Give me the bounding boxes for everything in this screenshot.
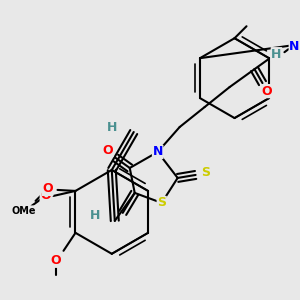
Text: N: N [289,40,300,53]
Text: O: O [42,182,53,195]
Text: H: H [106,121,117,134]
Text: OMe: OMe [11,206,36,216]
Text: O: O [261,85,272,98]
Text: H: H [90,209,100,222]
Text: O: O [50,254,61,267]
Text: H: H [271,48,282,61]
Text: S: S [157,196,166,209]
Text: H: H [90,209,100,222]
Text: O: O [40,189,51,203]
Text: S: S [201,167,210,179]
Text: N: N [152,146,163,158]
Text: O: O [103,143,113,157]
